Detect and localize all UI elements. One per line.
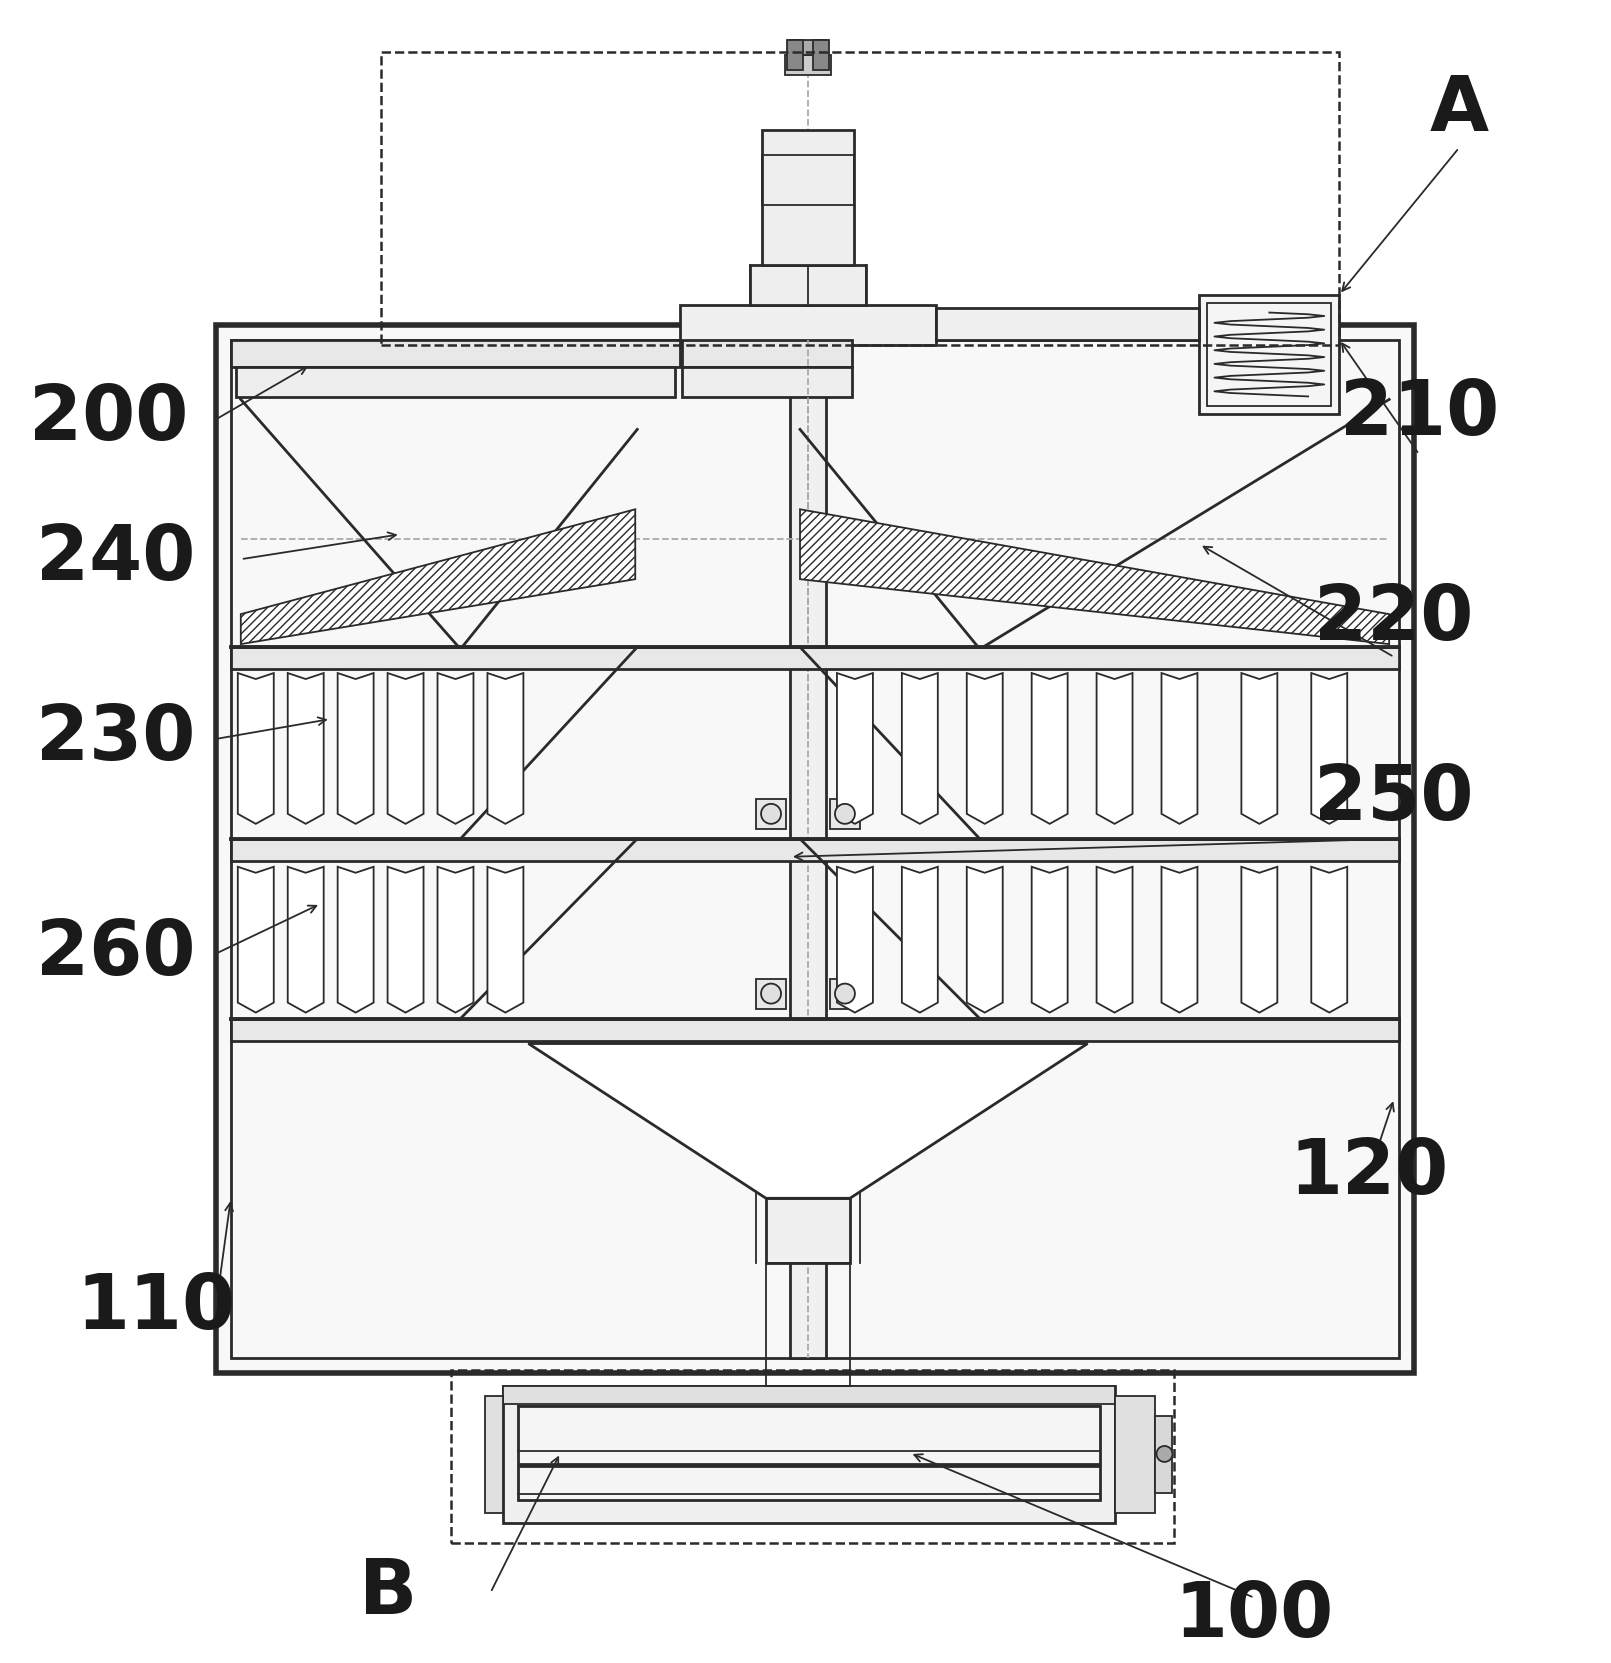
Bar: [230, 838, 1400, 861]
Bar: [519, 1465, 1100, 1500]
Bar: [830, 978, 860, 1008]
Bar: [814, 40, 830, 70]
Bar: [216, 324, 1414, 1374]
Polygon shape: [338, 866, 374, 1013]
Polygon shape: [388, 866, 424, 1013]
Circle shape: [1157, 1445, 1173, 1462]
Circle shape: [834, 983, 855, 1003]
Polygon shape: [238, 674, 274, 823]
Bar: [681, 339, 852, 368]
Bar: [451, 1370, 1174, 1543]
Bar: [936, 308, 1200, 339]
Polygon shape: [1031, 866, 1068, 1013]
Bar: [235, 368, 675, 397]
Polygon shape: [1097, 866, 1133, 1013]
Polygon shape: [238, 866, 274, 1013]
Text: 250: 250: [1315, 762, 1474, 836]
Text: 260: 260: [35, 916, 195, 991]
Bar: [503, 1385, 1115, 1523]
Circle shape: [760, 983, 781, 1003]
Text: 220: 220: [1315, 582, 1474, 657]
Polygon shape: [488, 674, 524, 823]
Polygon shape: [1162, 866, 1197, 1013]
Bar: [785, 55, 831, 75]
Polygon shape: [1311, 866, 1347, 1013]
Circle shape: [834, 803, 855, 823]
Bar: [503, 1385, 1115, 1404]
Text: 200: 200: [29, 382, 188, 456]
Bar: [681, 368, 852, 397]
Bar: [1200, 294, 1339, 414]
Polygon shape: [388, 674, 424, 823]
Bar: [380, 52, 1339, 344]
Polygon shape: [902, 674, 938, 823]
Polygon shape: [1242, 866, 1278, 1013]
Bar: [789, 40, 826, 55]
Polygon shape: [1162, 674, 1197, 823]
Polygon shape: [1311, 674, 1347, 823]
Text: 100: 100: [1174, 1578, 1334, 1653]
Bar: [230, 339, 680, 368]
Bar: [1207, 303, 1331, 406]
Text: 120: 120: [1289, 1136, 1448, 1211]
Polygon shape: [1031, 674, 1068, 823]
Bar: [756, 798, 786, 828]
Text: 110: 110: [76, 1271, 235, 1345]
Text: B: B: [359, 1557, 417, 1630]
Bar: [751, 264, 867, 304]
Polygon shape: [288, 674, 324, 823]
Text: 210: 210: [1339, 378, 1498, 451]
Bar: [762, 130, 854, 264]
Polygon shape: [967, 674, 1002, 823]
Bar: [788, 40, 802, 70]
Bar: [767, 1264, 851, 1385]
Polygon shape: [338, 674, 374, 823]
Bar: [830, 798, 860, 828]
Circle shape: [760, 803, 781, 823]
Polygon shape: [838, 674, 873, 823]
Polygon shape: [902, 866, 938, 1013]
Polygon shape: [528, 1043, 1087, 1199]
Bar: [767, 1199, 851, 1264]
Polygon shape: [240, 509, 635, 644]
Bar: [762, 155, 854, 205]
Text: A: A: [1429, 73, 1489, 146]
Polygon shape: [438, 674, 474, 823]
Polygon shape: [438, 866, 474, 1013]
Text: 230: 230: [37, 702, 195, 777]
Bar: [230, 1018, 1400, 1041]
Bar: [1155, 1415, 1173, 1493]
Bar: [680, 304, 936, 344]
Bar: [230, 647, 1400, 669]
Polygon shape: [967, 866, 1002, 1013]
Text: 240: 240: [37, 522, 195, 597]
Bar: [485, 1395, 503, 1513]
Bar: [519, 1405, 1100, 1463]
Bar: [230, 339, 1400, 1359]
Polygon shape: [488, 866, 524, 1013]
Bar: [789, 274, 826, 1359]
Polygon shape: [1242, 674, 1278, 823]
Polygon shape: [801, 509, 1389, 644]
Polygon shape: [1097, 674, 1133, 823]
Polygon shape: [838, 866, 873, 1013]
Bar: [1115, 1395, 1155, 1513]
Polygon shape: [288, 866, 324, 1013]
Bar: [756, 978, 786, 1008]
